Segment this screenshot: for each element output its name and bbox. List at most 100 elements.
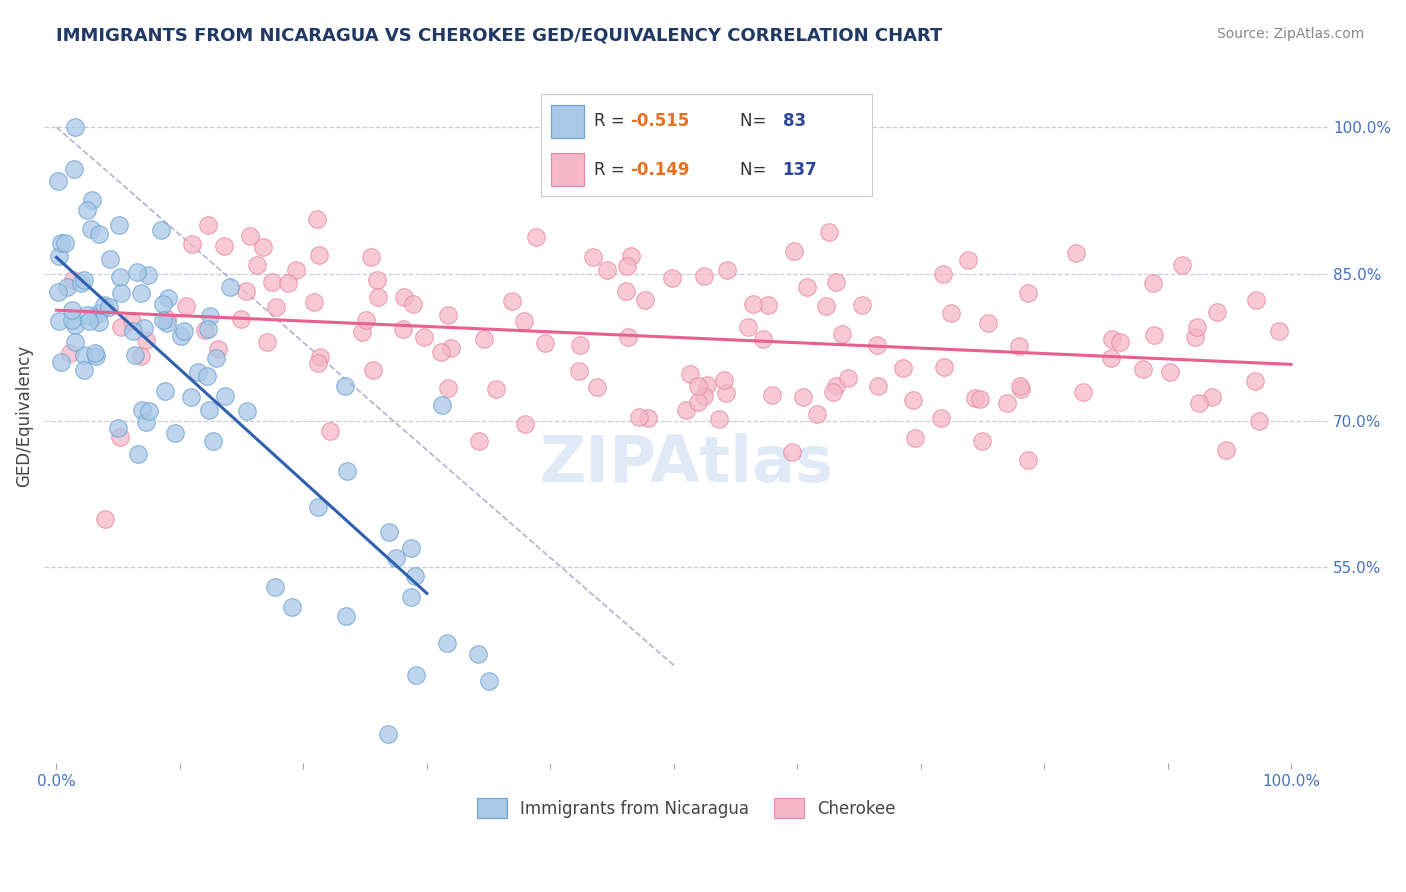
Point: [1017, 452, 1039, 467]
Point: [63, 120, 86, 135]
Point: [107, 420, 129, 434]
Point: [1188, 396, 1211, 410]
Point: [1132, 362, 1154, 376]
Legend: Immigrants from Nicaragua, Cherokee: Immigrants from Nicaragua, Cherokee: [470, 792, 903, 824]
Point: [1171, 258, 1194, 272]
Point: [413, 330, 436, 344]
Point: [48, 174, 70, 188]
Point: [564, 179, 586, 194]
Point: [70, 276, 93, 290]
Point: [197, 218, 219, 232]
Point: [87, 306, 110, 320]
Point: [307, 356, 329, 370]
Point: [616, 260, 638, 274]
Point: [780, 445, 803, 459]
Point: [93, 298, 115, 312]
Point: [969, 392, 991, 406]
Point: [436, 308, 458, 322]
Point: [472, 333, 495, 347]
Point: [436, 636, 458, 650]
Point: [229, 311, 252, 326]
Text: R =: R =: [595, 112, 630, 130]
Point: [308, 350, 330, 364]
Point: [405, 668, 427, 682]
Point: [430, 398, 453, 412]
Text: N=: N=: [740, 112, 770, 130]
Point: [752, 332, 775, 346]
Point: [824, 379, 846, 393]
Point: [260, 276, 283, 290]
Point: [1215, 443, 1237, 458]
Point: [957, 253, 980, 268]
Text: IMMIGRANTS FROM NICARAGUA VS CHEROKEE GED/EQUIVALENCY CORRELATION CHART: IMMIGRANTS FROM NICARAGUA VS CHEROKEE GE…: [56, 27, 942, 45]
Point: [150, 222, 173, 236]
Point: [391, 322, 413, 336]
Point: [163, 425, 186, 440]
Point: [792, 390, 814, 404]
Point: [976, 316, 998, 330]
Point: [693, 389, 716, 403]
Point: [1249, 414, 1271, 428]
Point: [80, 222, 103, 236]
Point: [1268, 325, 1291, 339]
Point: [194, 323, 217, 337]
Text: ZIPAtlas: ZIPAtlas: [538, 434, 834, 495]
Point: [1010, 382, 1032, 396]
Point: [62, 273, 84, 287]
Point: [806, 407, 828, 421]
Point: [399, 541, 422, 555]
Point: [831, 327, 853, 342]
Point: [513, 314, 536, 328]
Point: [138, 268, 160, 283]
Point: [63, 335, 86, 350]
Point: [156, 316, 179, 330]
Point: [307, 211, 329, 226]
Point: [108, 218, 131, 232]
Point: [302, 294, 325, 309]
Point: [713, 373, 735, 387]
Point: [134, 334, 156, 348]
Point: [89, 227, 111, 241]
Point: [219, 280, 242, 294]
Point: [174, 299, 197, 313]
Point: [1017, 286, 1039, 301]
Point: [197, 368, 219, 383]
Point: [568, 338, 591, 352]
Point: [60, 313, 83, 327]
Point: [1205, 305, 1227, 319]
Point: [76, 308, 98, 322]
Point: [266, 300, 288, 314]
Point: [467, 647, 489, 661]
Point: [336, 464, 359, 478]
Point: [284, 262, 307, 277]
Point: [198, 403, 221, 417]
Point: [200, 309, 222, 323]
Bar: [551, 105, 585, 137]
Point: [1244, 374, 1267, 388]
Point: [108, 430, 131, 444]
Point: [1066, 246, 1088, 260]
Point: [692, 269, 714, 284]
Point: [620, 249, 643, 263]
Point: [477, 674, 499, 689]
Point: [524, 230, 547, 244]
Point: [904, 431, 927, 445]
Point: [614, 285, 637, 299]
Point: [124, 348, 146, 362]
Point: [212, 239, 235, 253]
Point: [436, 381, 458, 395]
Point: [131, 285, 153, 300]
Point: [264, 580, 287, 594]
Point: [110, 319, 132, 334]
Point: [1008, 338, 1031, 352]
Point: [252, 240, 274, 254]
Text: -0.515: -0.515: [630, 112, 690, 130]
Point: [866, 337, 889, 351]
Point: [997, 396, 1019, 410]
Point: [367, 290, 389, 304]
Point: [277, 276, 299, 290]
Point: [335, 609, 357, 624]
Point: [131, 403, 153, 417]
Point: [187, 365, 209, 379]
Point: [1184, 330, 1206, 344]
